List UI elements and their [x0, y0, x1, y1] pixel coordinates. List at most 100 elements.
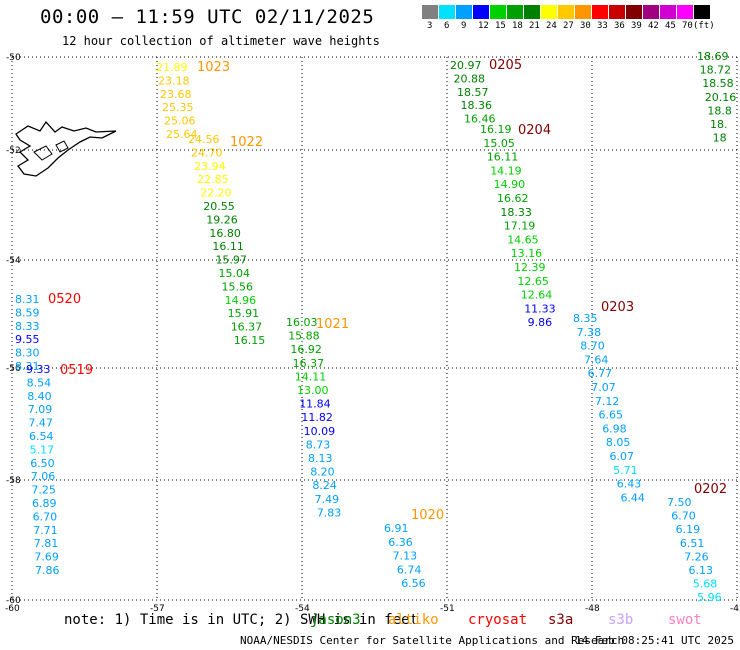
wave-height-value: 20.97 — [450, 59, 482, 72]
legend-swatch — [592, 5, 608, 19]
legend-swatch — [609, 5, 625, 19]
wave-height-value: 7.71 — [33, 524, 58, 537]
wave-height-value: 5.68 — [693, 578, 718, 591]
wave-height-value: 7.86 — [35, 564, 60, 577]
wave-height-value: 8.20 — [310, 466, 335, 479]
map-title: 00:00 – 11:59 UTC 02/11/2025 — [40, 6, 375, 28]
wave-height-value: 18 — [713, 132, 727, 145]
wave-height-value: 21.89 — [156, 61, 188, 74]
falkland-islands-land — [15, 120, 117, 177]
legend-label: 39 — [631, 21, 642, 31]
wave-height-value: 18.72 — [700, 64, 732, 77]
wave-height-value: 9.33 — [26, 363, 51, 376]
legend-swatch — [422, 5, 438, 19]
satellite-swot: swot — [668, 612, 702, 628]
wave-height-value: 6.70 — [33, 510, 58, 523]
wave-height-value: 22.20 — [200, 187, 232, 200]
wave-height-value: 8.31 — [15, 293, 40, 306]
lon-label: -45 — [730, 604, 740, 614]
wave-height-value: 25.06 — [164, 115, 196, 128]
wave-height-value: 25.64 — [166, 128, 198, 141]
wave-height-value: 6.54 — [29, 430, 54, 443]
wave-height-value: 22.85 — [197, 173, 229, 186]
wave-height-value: 12.39 — [514, 261, 546, 274]
legend-swatch — [643, 5, 659, 19]
wave-height-value: 7.13 — [393, 550, 418, 563]
generation-timestamp: 14 Feb 08:25:41 UTC 2025 — [575, 634, 734, 647]
wave-height-value: 8.13 — [308, 452, 333, 465]
track-0204: 16.1915.0516.1114.1914.9016.6218.3317.19… — [480, 123, 556, 329]
legend-label: 24 — [546, 21, 557, 31]
wave-height-value: 24.70 — [191, 146, 223, 159]
wave-height-value: 6.44 — [620, 491, 645, 504]
legend-label: (ft) — [693, 21, 715, 31]
wave-height-value: 5.96 — [697, 591, 722, 604]
wave-height-value: 5.71 — [613, 464, 638, 477]
wave-height-value: 9.55 — [15, 333, 40, 346]
wave-height-value: 11.82 — [301, 411, 333, 424]
wave-height-value: 18.8 — [707, 104, 732, 117]
wave-height-value: 8.73 — [306, 438, 331, 451]
wave-height-value: 5.17 — [30, 443, 54, 456]
wave-height-value: 16.92 — [290, 343, 322, 356]
footnote: note: 1) Time is in UTC; 2) SWH is in fe… — [64, 612, 419, 628]
wave-height-value: 18.33 — [500, 206, 532, 219]
map-subtitle: 12 hour collection of altimeter wave hei… — [62, 34, 380, 48]
legend-swatch — [660, 5, 676, 19]
legend-swatch — [439, 5, 455, 19]
wave-height-value: 6.36 — [388, 536, 413, 549]
wave-height-value: 7.83 — [317, 506, 342, 519]
wave-height-value: 8.40 — [27, 390, 52, 403]
wave-height-value: 19.26 — [206, 213, 238, 226]
wave-height-value: 18. — [710, 118, 728, 131]
wave-height-value: 6.19 — [676, 523, 701, 536]
legend-swatch — [677, 5, 693, 19]
wave-height-value: 23.68 — [160, 88, 192, 101]
wave-height-value: 12.64 — [521, 289, 553, 302]
map-grid — [11, 56, 738, 601]
legend-swatch — [524, 5, 540, 19]
wave-height-value: 7.07 — [591, 381, 616, 394]
legend-label: 42 — [648, 21, 659, 31]
wave-height-value: 9.86 — [528, 316, 553, 329]
satellite-cryosat: cryosat — [468, 612, 528, 628]
satellite-s3a: s3a — [548, 612, 574, 628]
legend-label: 27 — [563, 21, 574, 31]
wave-height-value: 14.11 — [295, 370, 327, 383]
track-0519: 9.338.548.407.097.476.545.176.507.067.25… — [26, 363, 93, 577]
island-outline — [33, 140, 69, 161]
legend-label: 3 — [427, 21, 433, 31]
wave-height-value: 18.58 — [702, 77, 734, 90]
track-1020: 6.916.367.136.746.56 1020 — [384, 508, 444, 590]
legend-label: 15 — [495, 21, 506, 31]
wave-height-value: 15.05 — [483, 137, 515, 150]
wave-height-value: 16.37 — [293, 357, 325, 370]
satellite-jason3: jason3 — [310, 612, 361, 628]
track-time-label: 1023 — [197, 60, 230, 75]
lon-label: -48 — [585, 604, 600, 614]
legend-label: 9 — [461, 21, 467, 31]
wave-height-value: 18.36 — [461, 99, 493, 112]
wave-height-value: 15.56 — [222, 280, 254, 293]
wave-height-value: 6.51 — [680, 537, 705, 550]
wave-height-value: 16.11 — [487, 151, 519, 164]
legend-label: 70 — [682, 21, 693, 31]
track-1022: 24.5624.7023.9422.8522.2020.5519.2616.80… — [188, 133, 265, 347]
wave-height-value: 13.16 — [511, 247, 542, 260]
wave-height-value: 8.54 — [27, 376, 51, 389]
wave-height-value: 16.62 — [497, 192, 529, 205]
wave-height-value: 6.74 — [397, 563, 422, 576]
island-outline — [15, 120, 117, 177]
wave-height-value: 16.11 — [212, 240, 244, 253]
track-0202: 7.506.706.196.517.266.135.685.96 0202 — [667, 482, 727, 604]
wave-height-value: 20.88 — [454, 72, 486, 85]
wave-height-value: 16.37 — [231, 321, 263, 334]
lon-label: -57 — [150, 604, 165, 614]
track-time-label: 0205 — [489, 58, 522, 73]
wave-height-value: 6.89 — [32, 497, 57, 510]
wave-height-value: 15.97 — [215, 254, 247, 267]
wave-height-value: 24.56 — [188, 133, 220, 146]
wave-height-value: 7.69 — [34, 551, 59, 564]
